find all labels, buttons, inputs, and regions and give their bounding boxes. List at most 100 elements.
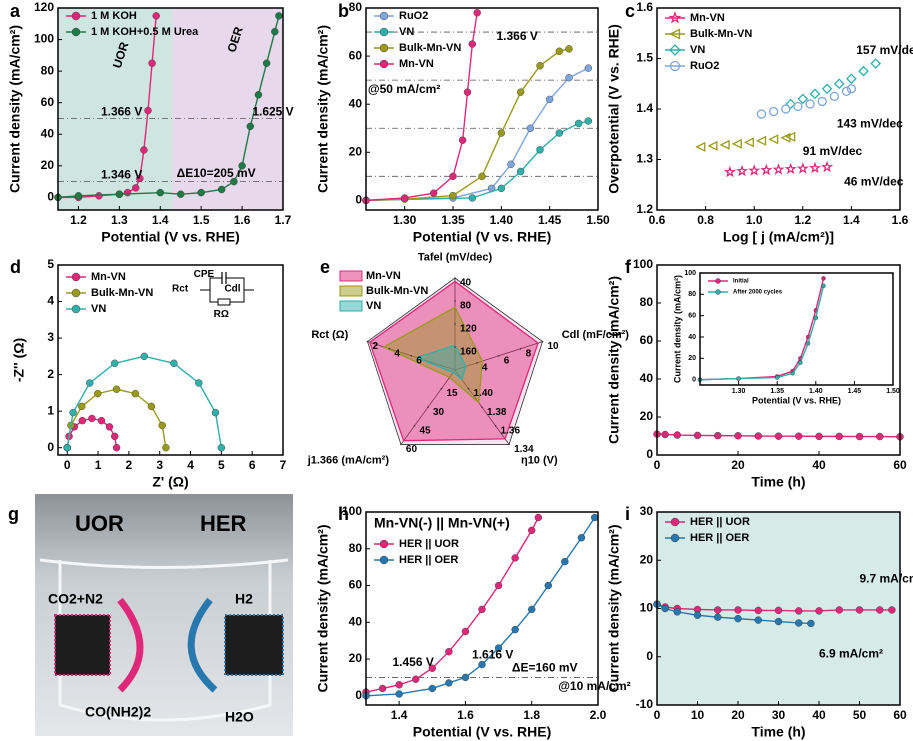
radar-tick-label: 6: [416, 355, 422, 366]
x-tick-label: 10: [691, 708, 705, 722]
y-tick-label: 4: [47, 294, 54, 308]
data-marker: [450, 192, 457, 199]
y-axis-label: Current density (mA/cm²): [315, 25, 331, 193]
x-tick-label: 1.45: [848, 388, 862, 395]
radar-axis-label: j1.366 (mA/cm²): [307, 455, 390, 467]
data-marker: [856, 606, 863, 613]
data-marker: [94, 390, 101, 397]
annotation: 157 mV/dec: [856, 43, 913, 57]
data-marker: [464, 89, 471, 96]
data-marker: [537, 146, 544, 153]
x-tick-label: 1.6: [892, 213, 909, 227]
data-marker: [714, 432, 721, 439]
x-tick-label: 1.8: [523, 708, 540, 722]
annotation: RΩ: [214, 309, 229, 320]
x-tick-label: 1.30: [393, 213, 417, 227]
legend-label: RuO2: [399, 10, 428, 22]
data-marker: [72, 289, 80, 297]
data-marker: [735, 606, 742, 613]
radar-tick: [481, 406, 483, 408]
data-marker: [714, 606, 721, 613]
x-tick-label: 60: [893, 708, 907, 722]
data-marker: [380, 540, 388, 548]
x-tick-label: 0.8: [697, 213, 714, 227]
radar-tick-label: 120: [460, 324, 477, 335]
data-marker: [78, 403, 85, 410]
y-tick-label: 2: [47, 367, 54, 381]
radar-tick-label: 1.36: [501, 425, 521, 436]
radar-tick: [508, 444, 510, 446]
data-marker: [106, 423, 113, 430]
x-tick-label: 1.4: [843, 213, 860, 227]
y-tick-label: 100: [684, 270, 696, 277]
data-marker: [380, 28, 388, 36]
data-marker: [111, 433, 118, 440]
data-marker: [578, 534, 585, 541]
data-marker: [469, 194, 476, 201]
data-marker: [512, 626, 519, 633]
legend-label: Initial: [733, 279, 749, 285]
data-marker: [450, 173, 457, 180]
x-axis-label: Potential (V vs. RHE): [752, 395, 841, 405]
annotation: Rct: [172, 283, 189, 294]
x-axis-label: Z' (Ω): [152, 473, 188, 489]
radar-tick-label: 1.38: [487, 407, 507, 418]
data-marker: [662, 431, 669, 438]
data-marker: [556, 48, 563, 55]
annotation: 6.9 mA/cm²: [819, 647, 883, 661]
x-tick-label: 1: [95, 458, 102, 472]
x-tick-label: 3: [156, 458, 163, 472]
data-marker: [379, 685, 386, 692]
radar-tick-label: 60: [406, 444, 418, 455]
data-marker: [195, 380, 202, 387]
radar-tick-label: 15: [446, 388, 458, 399]
y-tick-label: 3: [47, 330, 54, 344]
data-marker: [888, 606, 895, 613]
photo-label: H2: [235, 591, 253, 607]
data-marker: [79, 417, 86, 424]
x-tick-label: 0: [654, 708, 661, 722]
x-tick-label: 1.30: [732, 388, 746, 395]
data-marker: [132, 390, 139, 397]
data-marker: [380, 60, 388, 68]
data-marker: [275, 12, 282, 19]
x-tick-label: 0: [64, 458, 71, 472]
x-axis-label: Potential (V vs. RHE): [413, 723, 551, 739]
y-tick-label: 1.6: [636, 0, 653, 14]
photo-label: HER: [200, 511, 247, 536]
panel-letter: h: [338, 504, 349, 524]
data-marker: [495, 582, 502, 589]
y-tick-label: 120: [34, 0, 54, 14]
data-marker: [474, 9, 481, 16]
data-marker: [177, 191, 184, 198]
photo-label: CO2+N2: [48, 591, 103, 607]
x-tick-label: 40: [812, 708, 826, 722]
x-tick-label: 2: [126, 458, 133, 472]
legend-label: 1 M KOH+0.5 M Urea: [91, 26, 199, 38]
data-marker: [218, 444, 225, 451]
y-axis-label: Current density (mA/cm²): [672, 275, 682, 383]
data-marker: [396, 681, 403, 688]
data-marker: [479, 606, 486, 613]
radar-tick: [542, 341, 544, 343]
radar-tick: [389, 348, 391, 350]
y-tick-label: 80: [688, 291, 696, 298]
data-marker: [255, 91, 262, 98]
data-marker: [775, 376, 779, 380]
radar-tick-label: 45: [419, 425, 431, 436]
legend-label: VN: [690, 44, 705, 56]
radar-tick: [367, 341, 369, 343]
x-tick-label: 1.4: [152, 213, 169, 227]
data-marker: [263, 60, 270, 67]
data-marker: [212, 409, 219, 416]
data-marker: [798, 361, 802, 365]
radar-tick: [414, 425, 416, 427]
radar-axis-label: Tafel (mV/dec): [418, 252, 493, 264]
data-marker: [816, 607, 823, 614]
y-tick-label: 20: [349, 651, 363, 665]
legend-swatch: [340, 286, 362, 296]
data-marker: [498, 130, 505, 137]
legend-label: HER || OER: [690, 532, 749, 544]
data-marker: [124, 189, 131, 196]
data-marker: [714, 614, 721, 621]
